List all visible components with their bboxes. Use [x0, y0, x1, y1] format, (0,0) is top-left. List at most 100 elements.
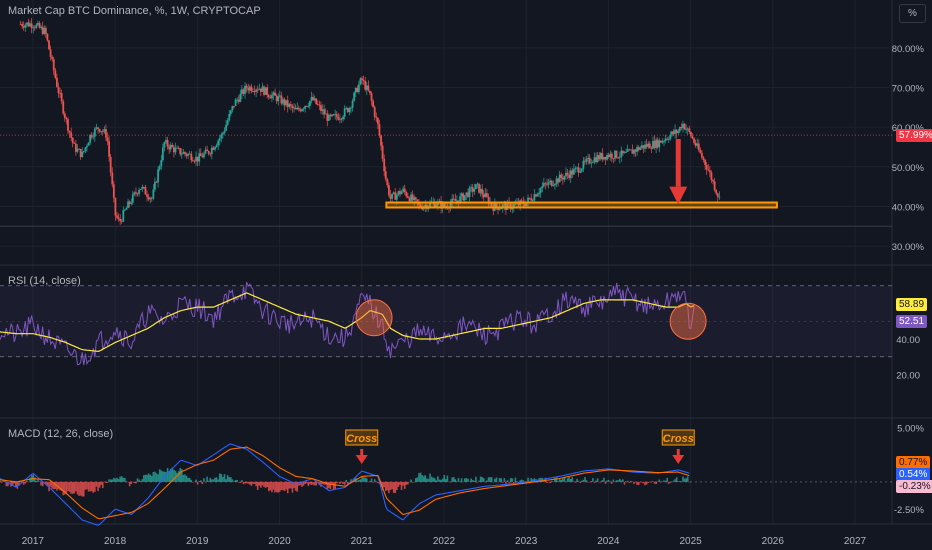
candle-body: [252, 91, 254, 92]
macd-histogram-bar: [226, 475, 229, 482]
candle-body: [214, 147, 216, 150]
macd-histogram-bar: [546, 481, 548, 483]
candle-body: [661, 141, 664, 143]
macd-histogram-bar: [76, 481, 79, 495]
macd-histogram-bar: [97, 481, 99, 492]
candle-body: [705, 165, 708, 170]
chart-title: Market Cap BTC Dominance, %, 1W, CRYPTOC…: [8, 5, 261, 17]
candle-body: [280, 95, 283, 104]
candle-body: [182, 152, 185, 154]
candle-body: [73, 142, 76, 144]
candle-body: [250, 86, 253, 92]
candle-body: [63, 113, 66, 119]
macd-histogram-bar: [309, 481, 311, 485]
macd-histogram-bar: [258, 481, 261, 486]
macd-histogram-bar: [70, 481, 72, 494]
candle-body: [60, 93, 63, 102]
candle-body: [302, 108, 305, 110]
candle-body: [715, 189, 718, 194]
candle-body: [71, 137, 74, 143]
candle-body: [658, 140, 661, 148]
macd-histogram-bar: [653, 481, 656, 484]
macd-tick-label: -2.50%: [894, 505, 925, 516]
macd-histogram-bar: [685, 478, 687, 482]
macd-histogram-bar: [155, 473, 158, 482]
candle-body: [399, 191, 401, 195]
macd-histogram-bar: [298, 481, 300, 486]
macd-histogram-bar: [369, 480, 371, 482]
macd-histogram-bar: [544, 477, 547, 482]
candle-body: [503, 203, 506, 205]
macd-histogram-bar: [449, 481, 452, 483]
percent-scale-button[interactable]: %: [899, 4, 926, 23]
macd-histogram-bar: [451, 477, 453, 482]
x-axis-label-2019: 2019: [186, 536, 209, 547]
macd-histogram-bar: [315, 481, 317, 486]
candle-body: [667, 139, 670, 141]
candle-body: [655, 139, 658, 148]
macd-histogram-bar: [193, 481, 196, 483]
candle-body: [207, 150, 210, 154]
macd-histogram-bar: [345, 480, 348, 482]
macd-histogram-bar: [312, 481, 314, 485]
macd-histogram-bar: [604, 481, 607, 484]
macd-histogram-bar: [33, 477, 36, 482]
macd-histogram-bar: [573, 481, 575, 482]
macd-pane[interactable]: Cross Cross: [0, 429, 892, 526]
candle-body: [484, 193, 487, 198]
macd-histogram-bar: [252, 481, 254, 485]
candle-body: [144, 187, 147, 195]
candle-body: [391, 193, 393, 199]
macd-histogram-bar: [672, 480, 675, 482]
candle-body: [130, 202, 133, 204]
candle-body: [367, 85, 370, 91]
candle-body: [520, 200, 523, 202]
price-pane[interactable]: [0, 18, 892, 227]
macd-histogram-bar: [143, 475, 145, 482]
macd-histogram-bar: [557, 480, 559, 482]
candle-body: [456, 200, 458, 202]
macd-histogram-bar: [326, 481, 329, 489]
rsi-tick-label: 20.00: [896, 371, 920, 382]
macd-histogram-bar: [625, 481, 627, 483]
macd-histogram-bar: [585, 480, 588, 482]
candle-body: [190, 153, 193, 161]
candle-body: [320, 105, 322, 111]
candle-body: [669, 134, 672, 140]
candle-body: [558, 174, 561, 183]
macd-histogram-bar: [146, 474, 148, 482]
candle-body: [240, 89, 243, 94]
rsi-highlight-circle: [669, 302, 707, 340]
macd-histogram-bar: [598, 481, 600, 483]
candle-body: [193, 161, 196, 162]
macd-histogram-bar: [304, 481, 306, 484]
candle-body: [35, 24, 38, 28]
macd-histogram-bar: [236, 480, 238, 482]
macd-histogram-bar: [478, 480, 480, 482]
macd-histogram-bar: [245, 481, 248, 484]
candle-body: [481, 188, 484, 195]
rsi-pane[interactable]: [0, 281, 892, 366]
candle-body: [381, 145, 384, 159]
macd-histogram-bar: [45, 481, 47, 485]
candle-body: [173, 147, 175, 153]
macd-histogram-bar: [391, 481, 393, 490]
candle-body: [229, 110, 232, 114]
macd-histogram-bar: [615, 480, 618, 482]
candle-body: [100, 131, 103, 133]
candle-body: [689, 131, 692, 137]
macd-histogram-bar: [612, 479, 615, 482]
candle-body: [590, 162, 593, 164]
macd-histogram-bar: [340, 481, 343, 483]
macd-histogram-bar: [122, 477, 125, 482]
macd-histogram-bar: [644, 481, 646, 486]
macd-histogram-bar: [367, 481, 370, 483]
macd-histogram-bar: [574, 481, 577, 483]
macd-histogram-bar: [274, 481, 276, 493]
candle-body: [675, 129, 678, 134]
macd-histogram-bar: [280, 481, 283, 490]
candle-body: [672, 131, 675, 134]
candle-body: [267, 95, 270, 98]
candle-body: [591, 162, 594, 163]
